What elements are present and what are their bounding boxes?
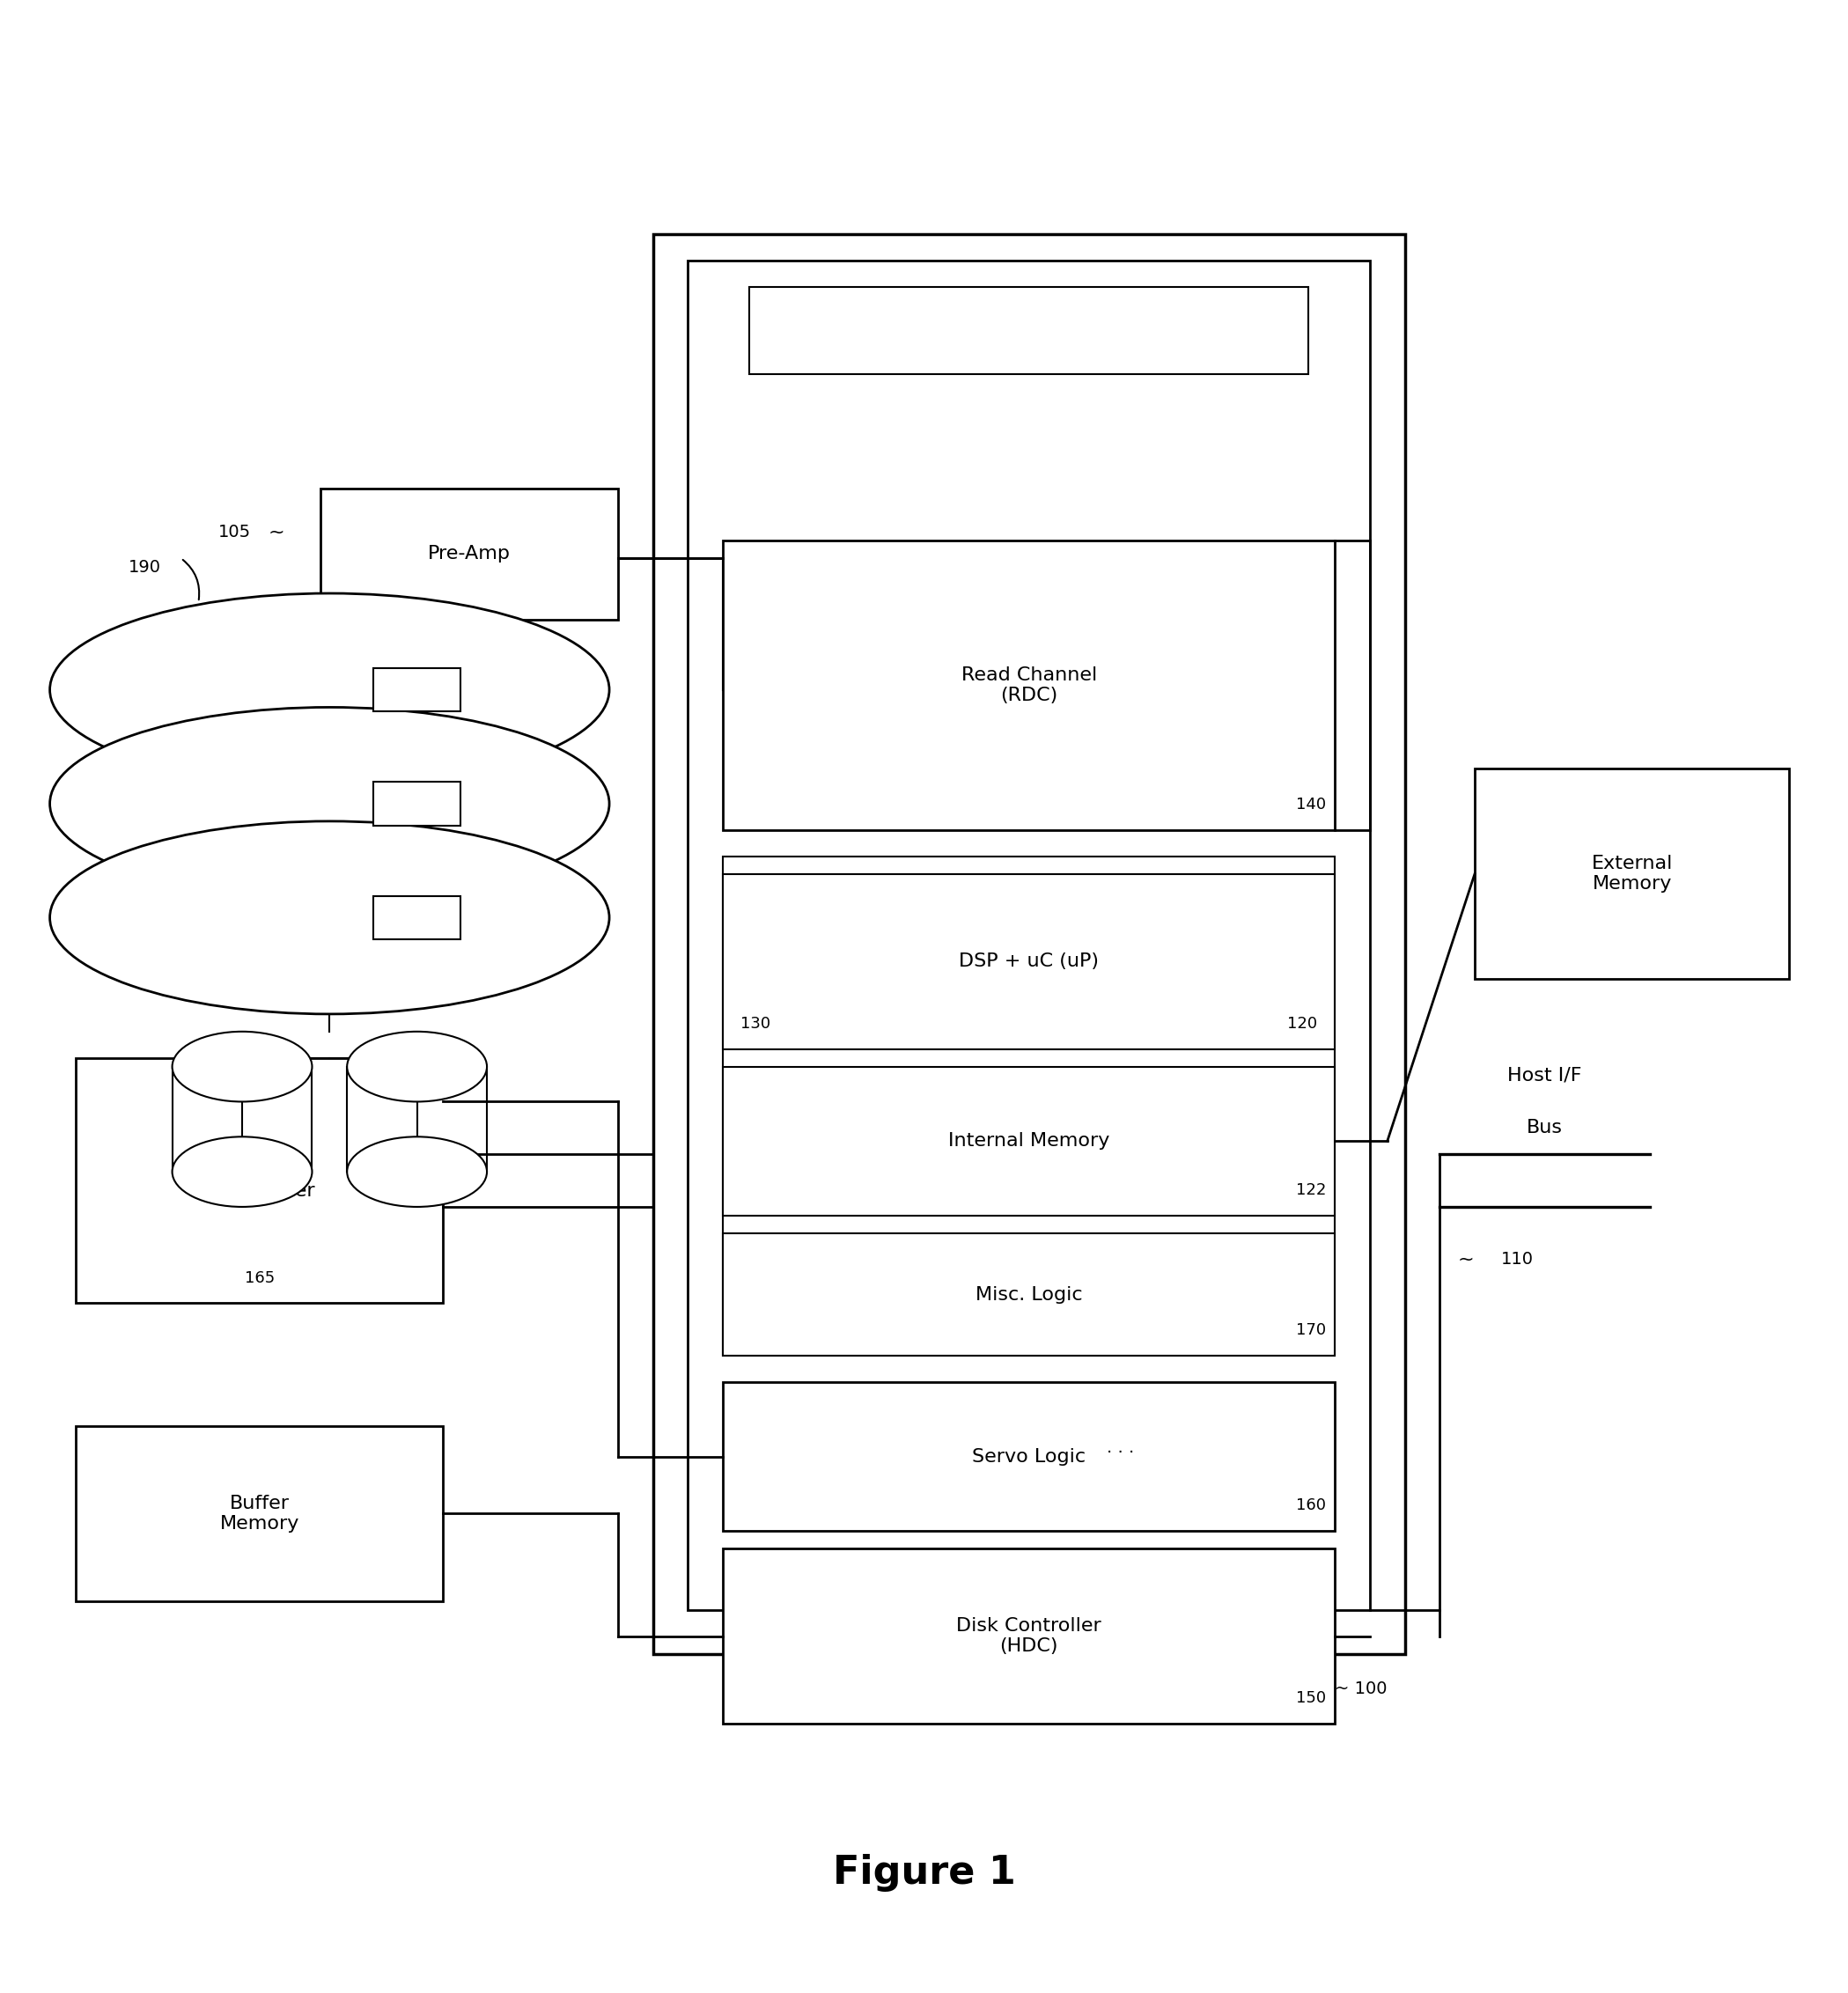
Bar [1475,769,1789,979]
Text: Pre-Amp: Pre-Amp [429,546,510,562]
Bar [723,1066,1334,1216]
Text: Figure 1: Figure 1 [832,1853,1016,1891]
Text: Servo Logic: Servo Logic [972,1447,1087,1465]
Ellipse shape [50,708,610,901]
Bar [347,1066,486,1172]
Bar [373,895,460,939]
Bar [687,261,1369,1610]
Ellipse shape [172,1136,312,1208]
Bar [748,287,1308,375]
Text: ~ 100: ~ 100 [1334,1680,1388,1696]
Text: 122: 122 [1295,1182,1327,1198]
Bar [76,1058,444,1303]
Text: ~: ~ [1458,1252,1473,1268]
Text: Internal Memory: Internal Memory [948,1132,1109,1150]
Text: Disk Controller
(HDC): Disk Controller (HDC) [957,1616,1101,1656]
Ellipse shape [50,594,610,785]
Bar [723,1381,1334,1531]
Bar [723,1234,1334,1355]
Text: Bus: Bus [1526,1120,1563,1136]
Text: Buffer
Memory: Buffer Memory [220,1495,299,1533]
Text: 120: 120 [1288,1016,1318,1032]
Text: 110: 110 [1501,1252,1534,1268]
Text: 165: 165 [244,1270,275,1285]
Bar [373,668,460,712]
Bar [723,873,1334,1048]
Text: DSP + uC (uP): DSP + uC (uP) [959,953,1100,971]
Text: ~: ~ [268,524,285,540]
Text: Misc. Logic: Misc. Logic [976,1285,1083,1303]
Ellipse shape [347,1032,486,1102]
Text: 160: 160 [1295,1499,1327,1513]
Text: Read Channel
(RDC): Read Channel (RDC) [961,666,1098,704]
Bar [172,1066,312,1172]
Ellipse shape [347,1136,486,1208]
Ellipse shape [50,821,610,1014]
Text: 190: 190 [129,558,161,576]
Text: 170: 170 [1295,1323,1327,1339]
Text: Host I/F: Host I/F [1508,1066,1582,1084]
Bar [723,540,1334,829]
Text: External
Memory: External Memory [1591,855,1672,893]
Ellipse shape [172,1032,312,1102]
Text: Spindle/
VCM Driver: Spindle/ VCM Driver [205,1162,314,1200]
Bar [373,781,460,825]
Bar [723,1549,1334,1724]
Text: . . .: . . . [1107,1439,1135,1457]
Text: 130: 130 [741,1016,771,1032]
Text: 140: 140 [1295,797,1327,813]
Text: 150: 150 [1295,1690,1327,1706]
Bar [723,857,1334,1355]
Bar [652,233,1404,1654]
Text: 105: 105 [218,524,251,540]
Bar [76,1425,444,1600]
Bar [322,488,617,620]
